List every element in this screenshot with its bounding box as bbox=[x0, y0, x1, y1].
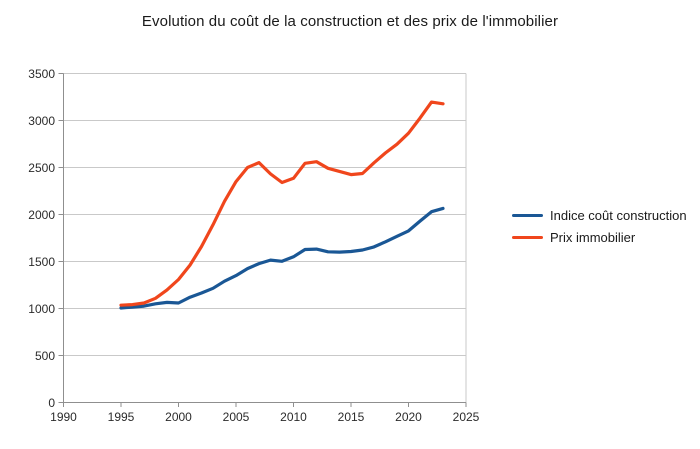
x-tick-label-1995: 1995 bbox=[108, 410, 135, 424]
legend: Indice coût construction Prix immobilier bbox=[512, 204, 687, 248]
chart-title: Evolution du coût de la construction et … bbox=[141, 13, 559, 30]
legend-line-swatch bbox=[512, 213, 543, 217]
x-tick-label-2000: 2000 bbox=[165, 410, 192, 424]
x-tick-label-2020: 2020 bbox=[395, 410, 422, 424]
x-tick-label-2015: 2015 bbox=[338, 410, 365, 424]
y-tick-label-500: 500 bbox=[35, 349, 55, 363]
legend-line-swatch bbox=[512, 235, 543, 239]
x-tick-label-2025: 2025 bbox=[453, 410, 480, 424]
y-tick-label-2000: 2000 bbox=[28, 208, 55, 222]
x-tick-label-2005: 2005 bbox=[223, 410, 250, 424]
x-tick-label-2010: 2010 bbox=[280, 410, 307, 424]
y-tick-label-2500: 2500 bbox=[28, 161, 55, 175]
legend-label: Prix immobilier bbox=[550, 229, 636, 245]
x-tick-label-1990: 1990 bbox=[50, 410, 77, 424]
series-line-indice-co-t-construction bbox=[119, 206, 445, 310]
y-tick-label-3000: 3000 bbox=[28, 114, 55, 128]
y-tick-label-1000: 1000 bbox=[28, 302, 55, 316]
y-tick-label-0: 0 bbox=[48, 396, 55, 410]
series-line-prix-immobilier bbox=[119, 100, 445, 307]
legend-item-prix-immobilier: Prix immobilier bbox=[512, 226, 687, 248]
y-tick-label-3500: 3500 bbox=[28, 67, 55, 81]
y-tick-label-1500: 1500 bbox=[28, 255, 55, 269]
legend-label: Indice coût construction bbox=[550, 207, 687, 223]
legend-item-indice-co-t-construction: Indice coût construction bbox=[512, 204, 687, 226]
